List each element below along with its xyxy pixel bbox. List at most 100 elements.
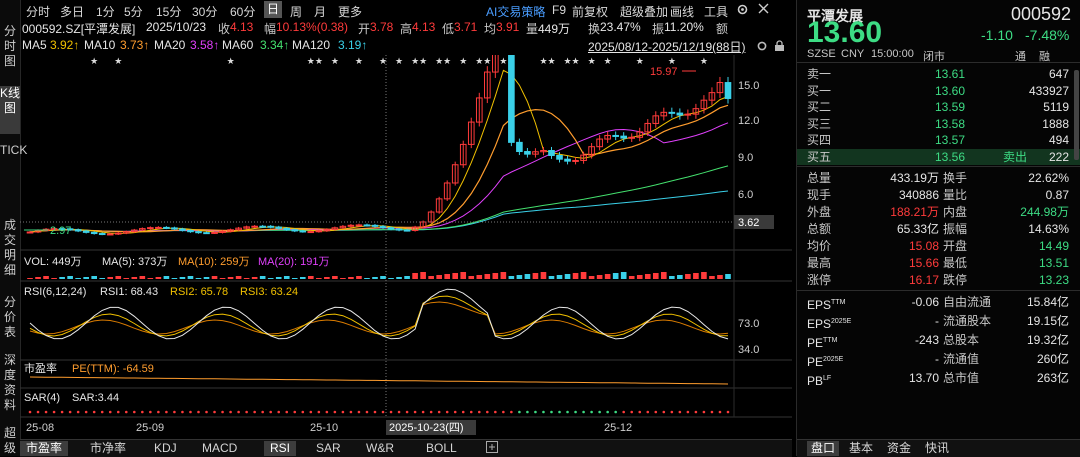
period-30min[interactable]: 30分 (192, 5, 218, 19)
period-1min[interactable]: 1分 (96, 5, 115, 19)
tab-wr[interactable]: W&R (366, 441, 394, 455)
signal-star: ★ (411, 56, 419, 66)
ma10-value: 3.73↑ (120, 38, 150, 52)
fin-value: 13.70 (908, 371, 939, 385)
tools-button[interactable]: 工具 (704, 5, 729, 19)
volume-bar (604, 274, 611, 279)
orderbook-row[interactable]: 买五 13.56 卖出 222 (797, 148, 1080, 165)
view-trade-detail[interactable]: 成交明细 (3, 218, 16, 277)
orderbook-row[interactable]: 卖一 13.61 647 (797, 66, 1080, 82)
stat-value: 14.49 (1038, 239, 1069, 253)
sar-dot (686, 410, 690, 414)
sar-dot (558, 410, 561, 414)
sar-dot (518, 410, 521, 414)
candle-body (291, 229, 299, 232)
draw-line-button[interactable]: 画线 (670, 5, 695, 19)
tab-news[interactable]: 快讯 (925, 441, 950, 455)
view-price-table[interactable]: 分价表 (3, 295, 16, 339)
close-icon[interactable] (758, 3, 769, 17)
period-multiday[interactable]: 多日 (60, 5, 85, 19)
period-more[interactable]: 更多 (338, 5, 363, 19)
orderbook-volume: 433927 (1028, 83, 1069, 98)
tab-basic[interactable]: 基本 (849, 441, 874, 455)
sar-dot (68, 410, 72, 414)
ma5-value: 3.92↑ (50, 38, 80, 52)
tab-rsi[interactable]: RSI (264, 441, 297, 456)
tab-orderbook[interactable]: 盘口 (807, 441, 840, 456)
candle-body (243, 226, 250, 229)
fin-value: -0.06 (911, 295, 939, 309)
fin-label: 自由流通 (943, 295, 992, 309)
ai-strategy-button[interactable]: AI交易策略 (486, 5, 546, 19)
orderbook-row[interactable]: 买一 13.60 433927 (797, 83, 1080, 99)
candle-body (187, 229, 194, 233)
candle-body (684, 113, 692, 116)
signal-star: ★ (114, 56, 122, 66)
view-kline[interactable]: K线图 (0, 86, 20, 134)
gear-icon[interactable] (756, 40, 768, 55)
open-value: 3.78 (370, 20, 394, 34)
kline-chart-svg[interactable]: ★ ★ ★ ★ ★ ★ ★ ★ ★ ★ ★ ★ ★ ★ ★ ★ ★ ★ ★ ★ ★ ★ ★ ★ ★ ★ 15.0 12.0 9.0… (20, 7, 792, 438)
sar-dot (165, 410, 168, 414)
view-timeshare[interactable]: 分时图 (3, 24, 16, 68)
candle-body (588, 146, 595, 156)
tab-boll[interactable]: BOLL (426, 441, 457, 455)
stat-value: 340886 (898, 188, 939, 202)
candle-body (171, 227, 178, 230)
view-super[interactable]: 超级 (3, 426, 16, 455)
sar-dot (550, 410, 553, 414)
badge-rong: 融 (1039, 51, 1050, 63)
volume-bar (628, 276, 635, 279)
chart-area[interactable]: ★ ★ ★ ★ ★ ★ ★ ★ ★ ★ ★ ★ ★ ★ ★ ★ ★ ★ ★ ★ ★ ★ ★ ★ ★ ★ 15.0 12.0 9.0… (20, 7, 792, 438)
period-timeshare[interactable]: 分时 (26, 5, 51, 19)
volume-bar (564, 274, 571, 279)
forward-adjust-button[interactable]: 前复权 (572, 5, 609, 19)
candle-body (459, 143, 467, 166)
period-15min[interactable]: 15分 (156, 5, 182, 19)
period-day[interactable]: 日 (264, 1, 283, 18)
exchange-label: SZSE (807, 48, 836, 60)
fin-label: PE2025E (807, 355, 844, 369)
orderbook-price: 13.58 (935, 116, 966, 131)
volume-bar (332, 276, 338, 279)
candle-body (636, 131, 644, 138)
orderbook-row[interactable]: 买四 13.57 494 (797, 132, 1080, 148)
lock-icon[interactable] (774, 40, 785, 55)
vol-ma5-label: MA(5): 373万 (102, 256, 167, 268)
period-month[interactable]: 月 (314, 5, 327, 19)
signal-stars: ★ ★ ★ ★ ★ ★ ★ ★ ★ ★ ★ ★ ★ ★ ★ ★ ★ ★ ★ ★ ★ ★ ★ ★ ★ ★ (90, 56, 708, 66)
view-tick[interactable]: TICK (0, 143, 28, 157)
orderbook-row[interactable]: 买三 13.58 1888 (797, 116, 1080, 132)
sar-dot (341, 410, 345, 414)
add-tab-icon[interactable] (482, 441, 502, 457)
tab-kdj[interactable]: KDJ (154, 441, 177, 455)
vol-label: VOL: 449万 (24, 256, 81, 268)
period-week[interactable]: 周 (290, 5, 303, 19)
f9-button[interactable]: F9 (552, 3, 567, 17)
tab-funds[interactable]: 资金 (887, 441, 912, 455)
signal-star: ★ (700, 56, 708, 66)
scrollbar[interactable] (1074, 70, 1079, 160)
tab-macd[interactable]: MACD (202, 441, 238, 455)
tab-sar[interactable]: SAR (316, 441, 341, 455)
candle-body (114, 232, 122, 235)
candle-body (195, 231, 202, 234)
tab-pb[interactable]: 市净率 (90, 441, 127, 455)
date-range[interactable]: 2025/08/12-2025/12/19(88日) (588, 40, 746, 54)
orderbook-row[interactable]: 买二 13.59 5119 (797, 99, 1080, 115)
super-overlay-button[interactable]: 超级叠加 (620, 5, 669, 19)
volume-bar (660, 272, 667, 279)
price-change-pct: -7.48% (1025, 27, 1070, 43)
volume-bar (107, 277, 114, 279)
period-toolbar: 分时 多日 1分 5分 15分 30分 60分 日 周 月 更多 AI交易策略 … (20, 0, 792, 19)
tab-pe[interactable]: 市盈率 (20, 441, 69, 456)
sar-dot (437, 410, 441, 414)
candle-body (275, 226, 283, 229)
sell-tag[interactable]: 卖出 (1003, 149, 1028, 164)
period-60min[interactable]: 60分 (230, 5, 256, 19)
settings-icon[interactable] (736, 3, 749, 19)
sar-dot (445, 410, 449, 414)
period-5min[interactable]: 5分 (124, 5, 143, 19)
sar-dot (469, 410, 473, 414)
view-depth[interactable]: 深度资料 (3, 353, 16, 412)
